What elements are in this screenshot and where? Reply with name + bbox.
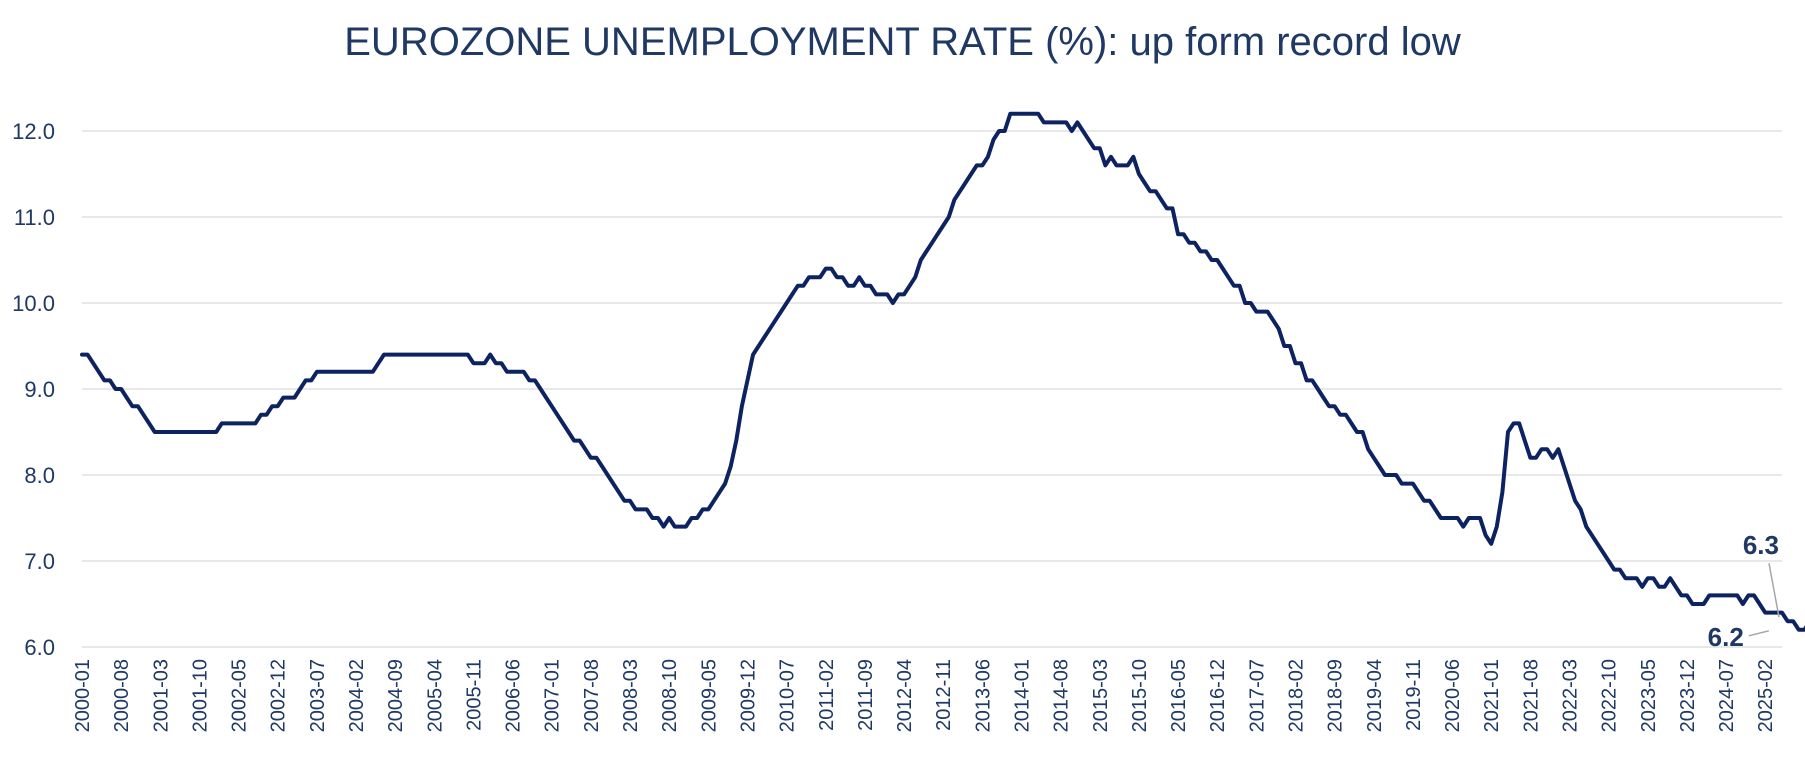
x-tick-label: 2022-10 [1599, 659, 1621, 732]
x-axis: 2000-01 2000-08 2001-03 2001-10 2002-05 2002-… [72, 659, 1777, 732]
x-tick-label: 2012-11 [933, 659, 955, 731]
x-tick-label: 2007-01 [542, 659, 564, 732]
series-layer [80, 111, 1805, 632]
x-tick-label: 2004-02 [346, 659, 368, 732]
x-tick-label: 2000-01 [72, 659, 94, 732]
y-axis: 6.0 7.0 8.0 9.0 10.0 11.0 12.0 [12, 119, 55, 660]
y-tick-label: 12.0 [12, 119, 55, 144]
x-tick-label: 2008-10 [659, 659, 681, 732]
series-line [80, 111, 1805, 632]
x-tick-label: 2002-05 [229, 659, 251, 732]
y-tick-label: 8.0 [24, 463, 55, 488]
x-tick-label: 2001-10 [189, 659, 211, 732]
y-tick-label: 6.0 [24, 635, 55, 660]
x-tick-label: 2012-04 [894, 659, 916, 732]
x-tick-label: 2017-07 [1246, 659, 1268, 732]
x-tick-label: 2018-09 [1325, 659, 1347, 732]
x-tick-label: 2021-08 [1520, 659, 1542, 732]
x-tick-label: 2003-07 [307, 659, 329, 732]
x-tick-label: 2008-03 [620, 659, 642, 732]
x-tick-label: 2014-08 [1051, 659, 1073, 732]
annotation-label-previous: 6.2 [1708, 622, 1744, 652]
x-tick-label: 2020-06 [1442, 659, 1464, 732]
x-tick-label: 2011-09 [855, 659, 877, 731]
x-tick-label: 2001-03 [150, 659, 172, 732]
y-tick-label: 11.0 [14, 205, 55, 230]
gridlines [82, 130, 1782, 648]
x-tick-label: 2016-12 [1207, 659, 1229, 732]
y-tick-label: 7.0 [24, 549, 55, 574]
x-tick-label: 2009-12 [737, 659, 759, 732]
x-tick-label: 2024-07 [1716, 659, 1738, 732]
annotation-leader [1748, 630, 1769, 637]
annotation-leader [1768, 563, 1780, 618]
x-tick-label: 2009-05 [698, 659, 720, 732]
y-tick-label: 9.0 [24, 377, 55, 402]
x-tick-label: 2002-12 [268, 659, 290, 732]
x-tick-label: 2018-02 [1285, 659, 1307, 732]
x-tick-label: 2019-11 [1403, 659, 1425, 731]
x-tick-label: 2022-03 [1560, 659, 1582, 732]
x-tick-label: 2015-03 [1090, 659, 1112, 732]
x-tick-label: 2015-10 [1129, 659, 1151, 732]
x-tick-label: 2016-05 [1168, 659, 1190, 732]
x-tick-label: 2023-12 [1677, 659, 1699, 732]
x-tick-label: 2005-04 [424, 659, 446, 732]
x-tick-label: 2023-05 [1638, 659, 1660, 732]
x-tick-label: 2013-06 [972, 659, 994, 732]
x-tick-label: 2004-09 [385, 659, 407, 732]
x-tick-label: 2011-02 [816, 659, 838, 731]
y-tick-label: 10.0 [12, 291, 55, 316]
x-tick-label: 2010-07 [777, 659, 799, 732]
x-tick-label: 2019-04 [1364, 659, 1386, 732]
annotations: 6.3 6.2 [1708, 530, 1780, 652]
x-tick-label: 2014-01 [1011, 659, 1033, 732]
x-tick-label: 2007-08 [581, 659, 603, 732]
x-tick-label: 2021-01 [1481, 659, 1503, 732]
chart-title: EUROZONE UNEMPLOYMENT RATE (%): up form … [344, 20, 1461, 64]
x-tick-label: 2005-11 [463, 659, 485, 731]
x-tick-label: 2006-06 [503, 659, 525, 732]
annotation-label-latest: 6.3 [1743, 530, 1779, 560]
x-tick-label: 2000-08 [111, 659, 133, 732]
x-tick-label: 2025-02 [1755, 659, 1777, 732]
